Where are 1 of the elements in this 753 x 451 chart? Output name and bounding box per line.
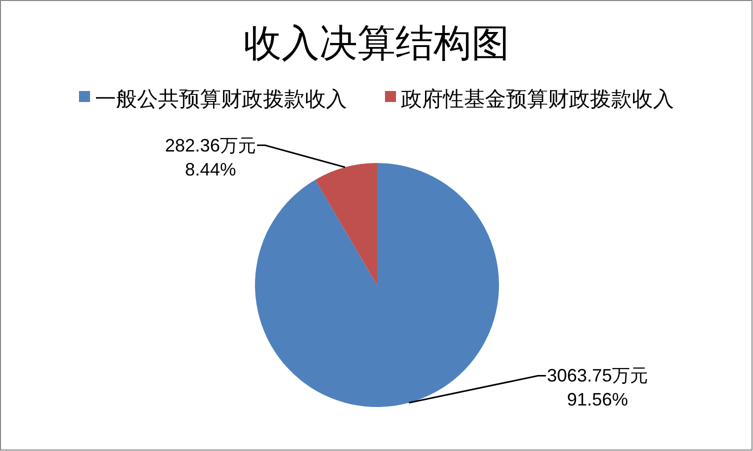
title: 收入决算结构图 [244,23,510,65]
